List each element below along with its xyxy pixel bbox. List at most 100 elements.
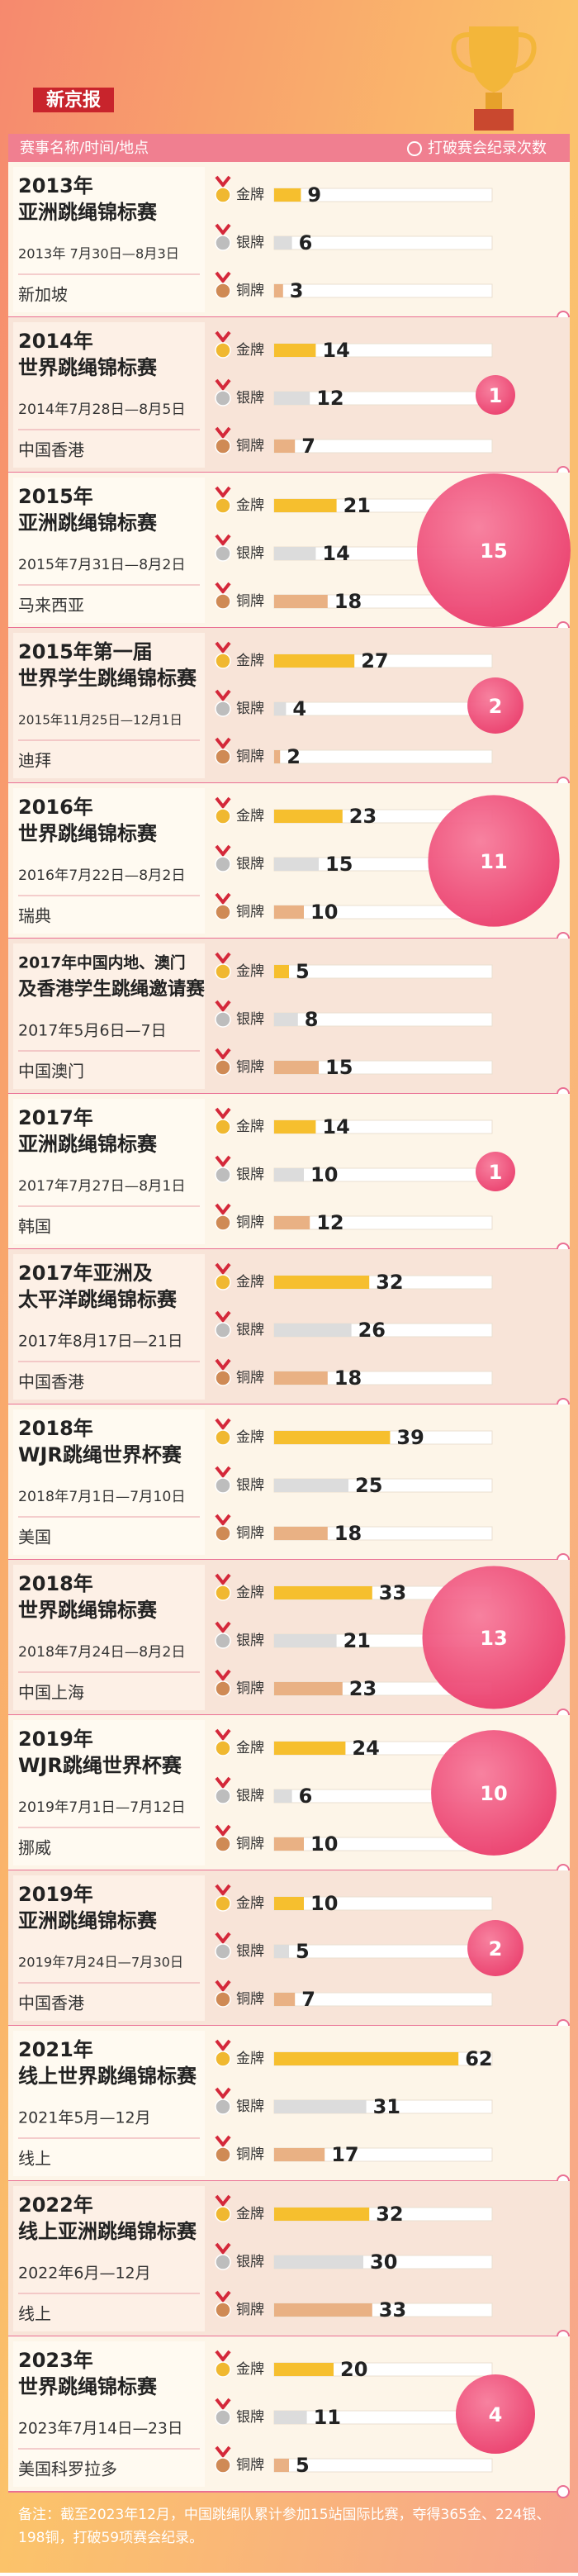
bar-track	[273, 1896, 493, 1911]
row-left	[13, 1565, 205, 1710]
record-circle	[476, 375, 515, 415]
event-name: 2017年中国内地、澳门	[18, 953, 186, 972]
medal-label: 金牌	[236, 2051, 264, 2067]
medal-label: 铜牌	[236, 904, 264, 920]
row-left	[13, 478, 205, 623]
event-name: 2013年	[18, 174, 93, 197]
medal-ribbon	[215, 1932, 231, 1945]
medal-icon	[215, 1585, 231, 1601]
medal-count: 14	[322, 542, 349, 565]
medal-icon	[215, 1525, 231, 1542]
medal-icon	[215, 1274, 231, 1290]
event-date: 2013年 7月30日—8月3日	[18, 246, 179, 262]
medal-icon	[215, 1119, 231, 1135]
medal-ribbon	[215, 1310, 231, 1324]
medal-ribbon	[215, 2194, 231, 2208]
event-name: 2019年	[18, 1728, 93, 1751]
row-left	[13, 1254, 205, 1400]
medal-ribbon	[215, 426, 231, 440]
medal-label: 银牌	[236, 2409, 264, 2426]
medal-count: 3	[290, 279, 304, 302]
medal-label: 铜牌	[236, 2302, 264, 2318]
medal-label: 银牌	[236, 2098, 264, 2115]
event-name: 世界跳绳锦标赛	[18, 356, 158, 379]
medal-bar	[274, 284, 283, 297]
medal-bar	[274, 1993, 296, 2006]
medal-icon	[215, 1943, 231, 1960]
medal-count: 62	[465, 2047, 492, 2070]
medal-bar	[274, 392, 310, 405]
row-dot	[557, 2485, 570, 2498]
medal-count: 10	[310, 901, 338, 924]
medal-bar	[274, 1634, 337, 1647]
medal-icon	[215, 856, 231, 872]
medal-count: 18	[334, 1522, 362, 1545]
medal-icon	[215, 497, 231, 514]
medal-ribbon	[215, 330, 231, 344]
event-date: 2022年6月—12月	[18, 2265, 151, 2283]
medal-ribbon	[215, 2290, 231, 2303]
medal-count: 21	[343, 1629, 371, 1652]
event-place: 迪拜	[18, 751, 51, 771]
medal-ribbon	[215, 223, 231, 236]
record-count: 2	[489, 1937, 503, 1961]
medal-ribbon	[215, 2039, 231, 2052]
medal-bar	[274, 1216, 310, 1229]
medal-icon	[215, 2206, 231, 2222]
medal-bar	[274, 1371, 328, 1385]
record-circle	[422, 1566, 566, 1709]
medal-count: 30	[370, 2250, 397, 2274]
medal-bar	[274, 1324, 352, 1337]
medal-ribbon	[215, 1621, 231, 1634]
medal-label: 金牌	[236, 1119, 264, 1135]
event-place: 挪威	[18, 1838, 51, 1858]
medal-icon	[215, 1059, 231, 1076]
medal-label: 铜牌	[236, 1991, 264, 2008]
medal-icon	[215, 1836, 231, 1852]
note-box: 备注：截至2023年12月，中国跳绳队累计参加15站国际比赛，夺得365金、22…	[18, 2507, 550, 2546]
event-place: 瑞典	[18, 906, 51, 926]
medal-label: 铜牌	[236, 749, 264, 765]
medal-label: 金牌	[236, 2206, 264, 2222]
row-left	[13, 788, 205, 934]
medal-icon	[215, 390, 231, 406]
medal-count: 10	[310, 1163, 338, 1186]
medal-label: 铜牌	[236, 1059, 264, 1076]
medal-label: 银牌	[236, 545, 264, 562]
medal-ribbon	[215, 689, 231, 702]
medal-count: 6	[299, 1785, 313, 1808]
col-right: 打破赛会纪录次数	[428, 140, 547, 157]
row-left	[13, 1720, 205, 1865]
event-place: 中国上海	[18, 1683, 84, 1703]
event-date: 2019年7月24日—7月30日	[18, 1955, 183, 1970]
row-left	[13, 167, 205, 312]
medal-icon	[215, 1370, 231, 1386]
medal-label: 铜牌	[236, 2146, 264, 2163]
medal-label: 银牌	[236, 2254, 264, 2270]
medal-icon	[215, 1788, 231, 1804]
event-name: 2015年	[18, 485, 93, 508]
record-count: 4	[489, 2403, 503, 2426]
medal-icon	[215, 904, 231, 920]
legend-circle	[407, 141, 422, 156]
medal-icon	[215, 545, 231, 562]
medal-bar	[274, 2052, 459, 2065]
medal-icon	[215, 963, 231, 980]
medal-label: 金牌	[236, 2361, 264, 2378]
medal-icon	[215, 2302, 231, 2318]
row-left	[13, 322, 205, 468]
medal-bar	[274, 547, 316, 560]
event-name: 及香港学生跳绳邀请赛	[18, 978, 205, 1000]
row-left	[13, 2186, 205, 2331]
medal-bar	[274, 595, 328, 608]
medal-bar	[274, 905, 304, 919]
medal-ribbon	[215, 737, 231, 750]
medal-icon	[215, 438, 231, 454]
medal-icon	[215, 808, 231, 825]
medal-label: 金牌	[236, 1585, 264, 1601]
medal-label: 金牌	[236, 1895, 264, 1912]
medal-count: 26	[358, 1319, 386, 1342]
medal-bar	[274, 654, 355, 668]
medal-ribbon	[215, 1573, 231, 1586]
medal-bar	[274, 750, 281, 763]
